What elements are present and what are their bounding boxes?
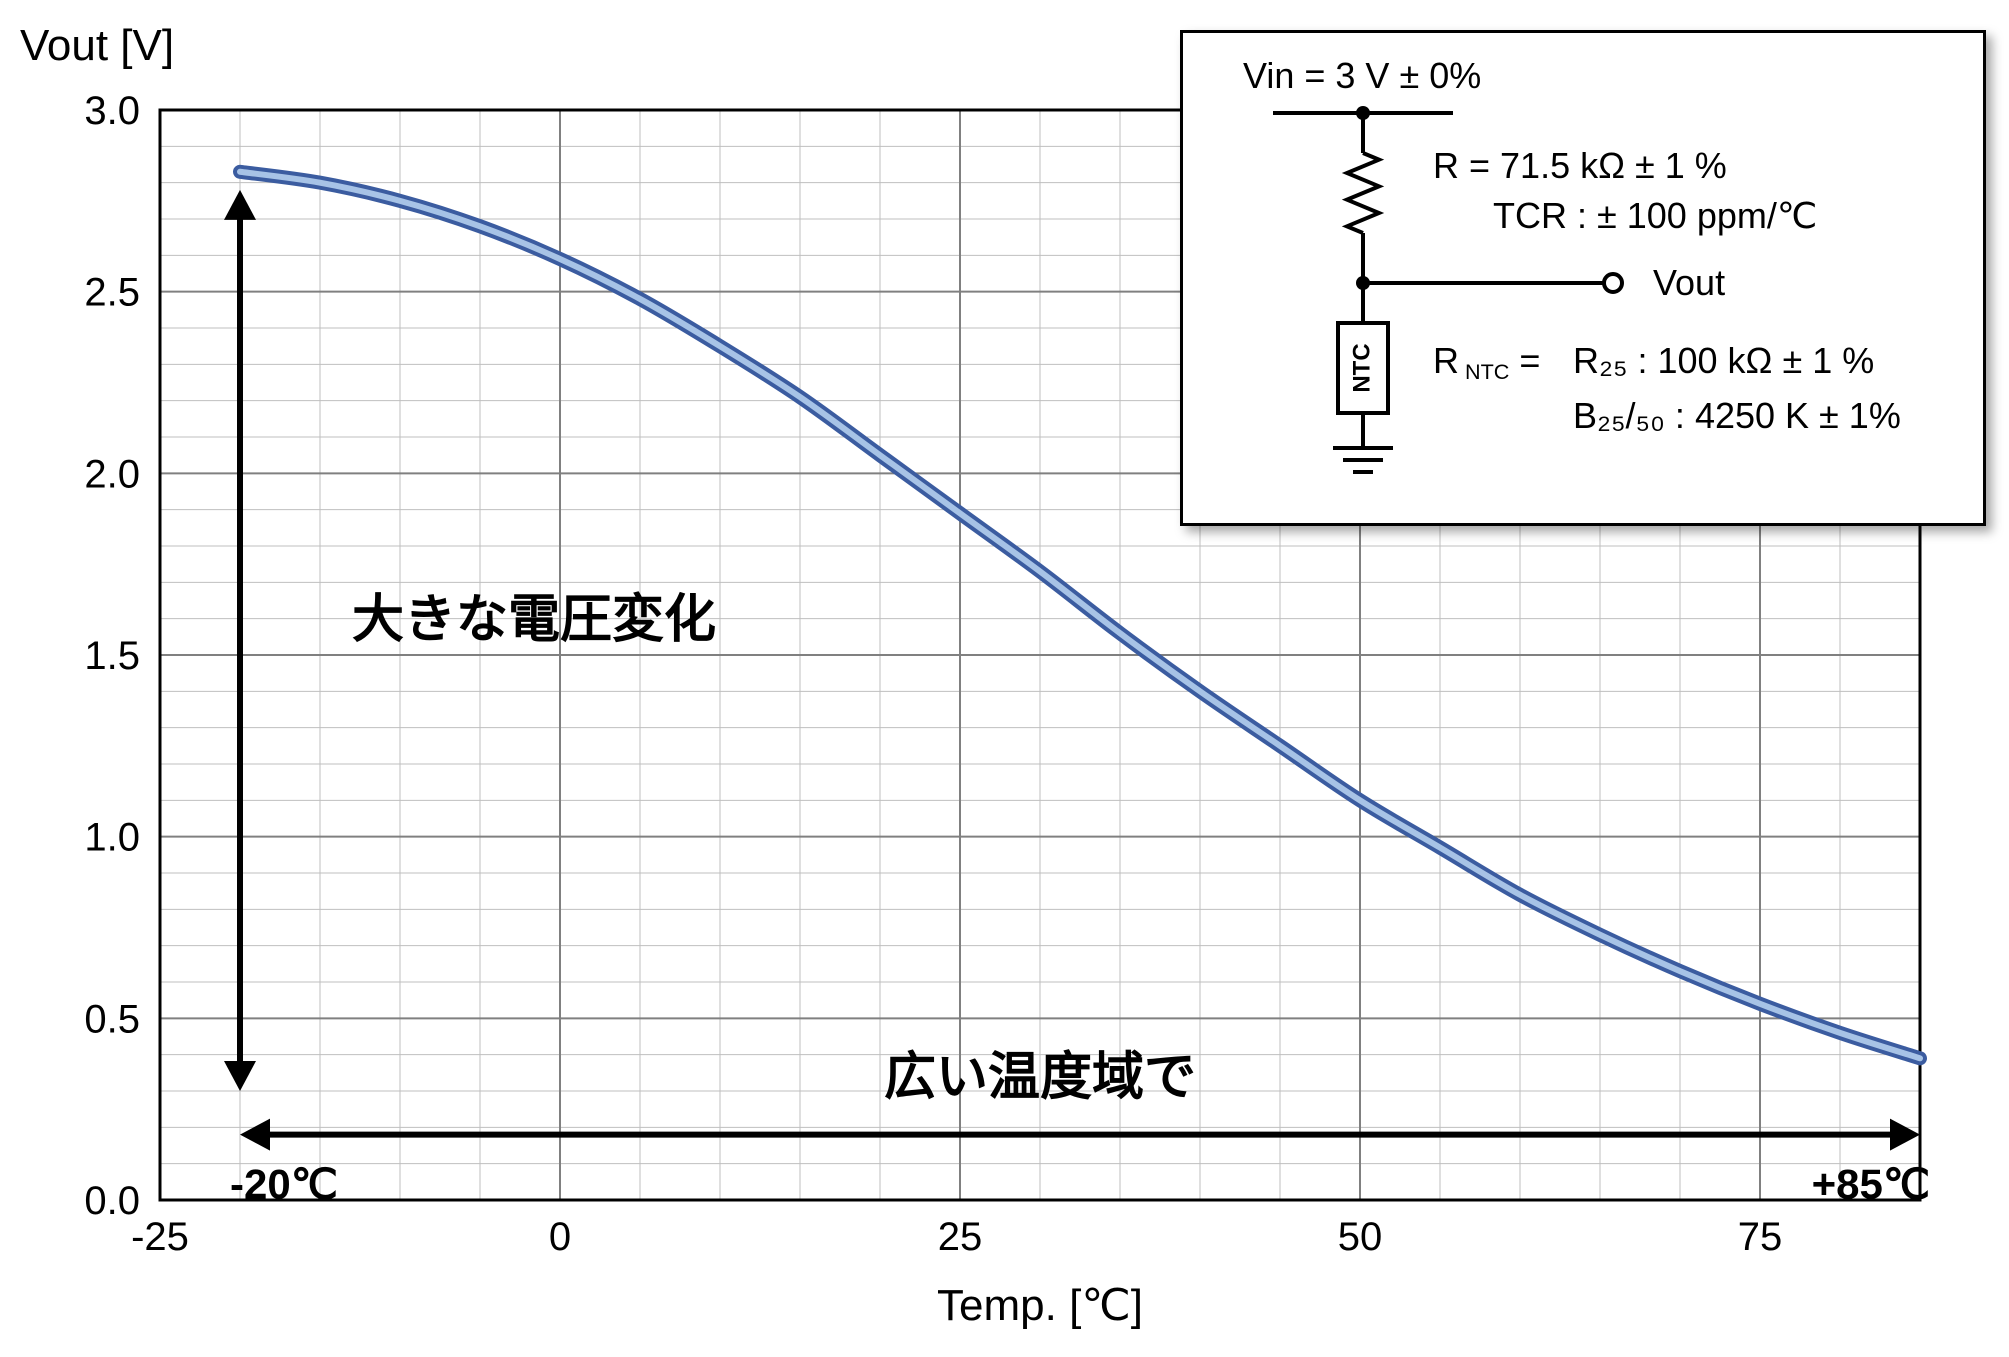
r-label-text-2: TCR : ± 100 ppm/℃ — [1493, 195, 1817, 236]
resistor-icon — [1347, 153, 1379, 233]
y-tick-label: 2.5 — [84, 271, 140, 315]
y-axis-title-text: Vout [V] — [20, 21, 174, 70]
y-tick-label: 2.0 — [84, 452, 140, 496]
rntc-line2-text: B₂₅/₅₀ : 4250 K ± 1% — [1573, 395, 1901, 436]
vout-label-text: Vout — [1653, 262, 1725, 303]
x-tick-label: 50 — [1338, 1215, 1383, 1259]
ntc-box-label-text: NTC — [1348, 343, 1375, 392]
r-label-text-1: R = 71.5 kΩ ± 1 % — [1433, 145, 1727, 186]
y-tick-label: 3.0 — [84, 89, 140, 133]
x-tick-label: 75 — [1738, 1215, 1783, 1259]
x-tick-label: -25 — [131, 1215, 189, 1259]
figure-stage: 0.00.51.01.52.02.53.0-250255075Vout [V]T… — [0, 0, 2009, 1357]
x-axis-title-text: Temp. [℃] — [937, 1281, 1143, 1330]
vertical-arrow-label-text: 大きな電圧変化 — [352, 591, 716, 649]
rntc-line1-text: R₂₅ : 100 kΩ ± 1 % — [1573, 340, 1874, 381]
x-tick-label: 25 — [938, 1215, 983, 1259]
circuit-inset-box: Vin = 3 V ± 0% R = 71.5 kΩ ± 1 % TCR : ± 1… — [1180, 30, 1986, 526]
x-tick-label: 0 — [549, 1215, 571, 1259]
x-end-label-text: +85℃ — [1812, 1161, 1930, 1208]
y-tick-label: 1.5 — [84, 634, 140, 678]
vout-terminal-icon — [1604, 274, 1622, 292]
vin-label-text: Vin = 3 V ± 0% — [1243, 55, 1481, 96]
rntc-prefix-text: R NTC = — [1433, 340, 1540, 384]
x-start-label-text: -20℃ — [230, 1161, 338, 1208]
y-tick-label: 1.0 — [84, 816, 140, 860]
horizontal-arrow-label-text: 広い温度域で — [884, 1049, 1196, 1107]
circuit-svg: Vin = 3 V ± 0% R = 71.5 kΩ ± 1 % TCR : ± 1… — [1183, 33, 1983, 523]
y-tick-label: 0.5 — [84, 997, 140, 1041]
